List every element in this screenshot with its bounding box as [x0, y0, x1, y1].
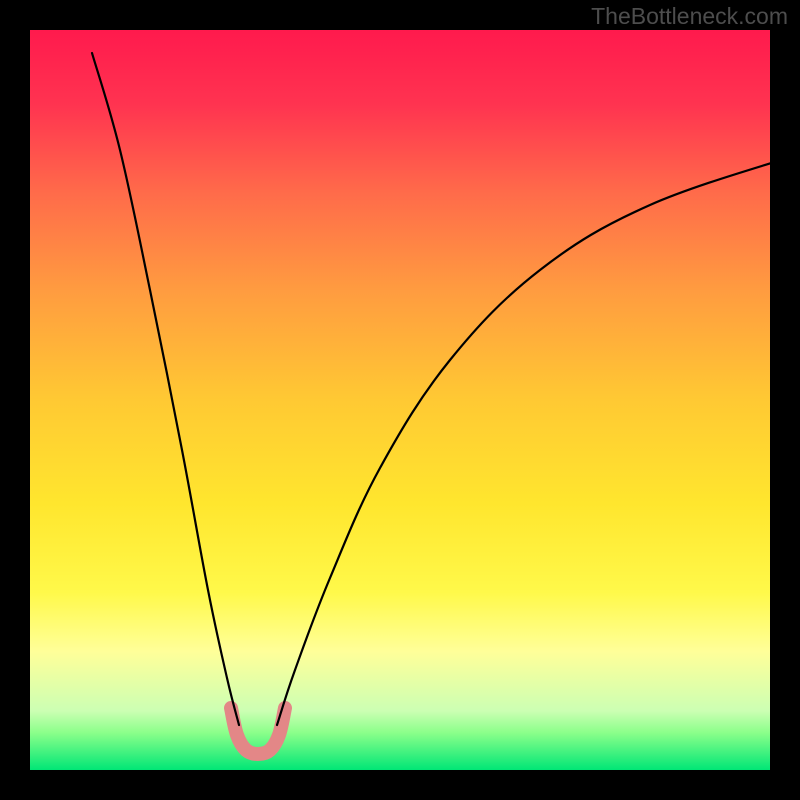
- dip-marker: [231, 708, 285, 754]
- bottleneck-curve: [92, 53, 800, 725]
- curve-layer: [30, 30, 770, 770]
- plot-area: [30, 30, 770, 770]
- chart-frame: TheBottleneck.com: [0, 0, 800, 800]
- watermark-text: TheBottleneck.com: [591, 3, 788, 30]
